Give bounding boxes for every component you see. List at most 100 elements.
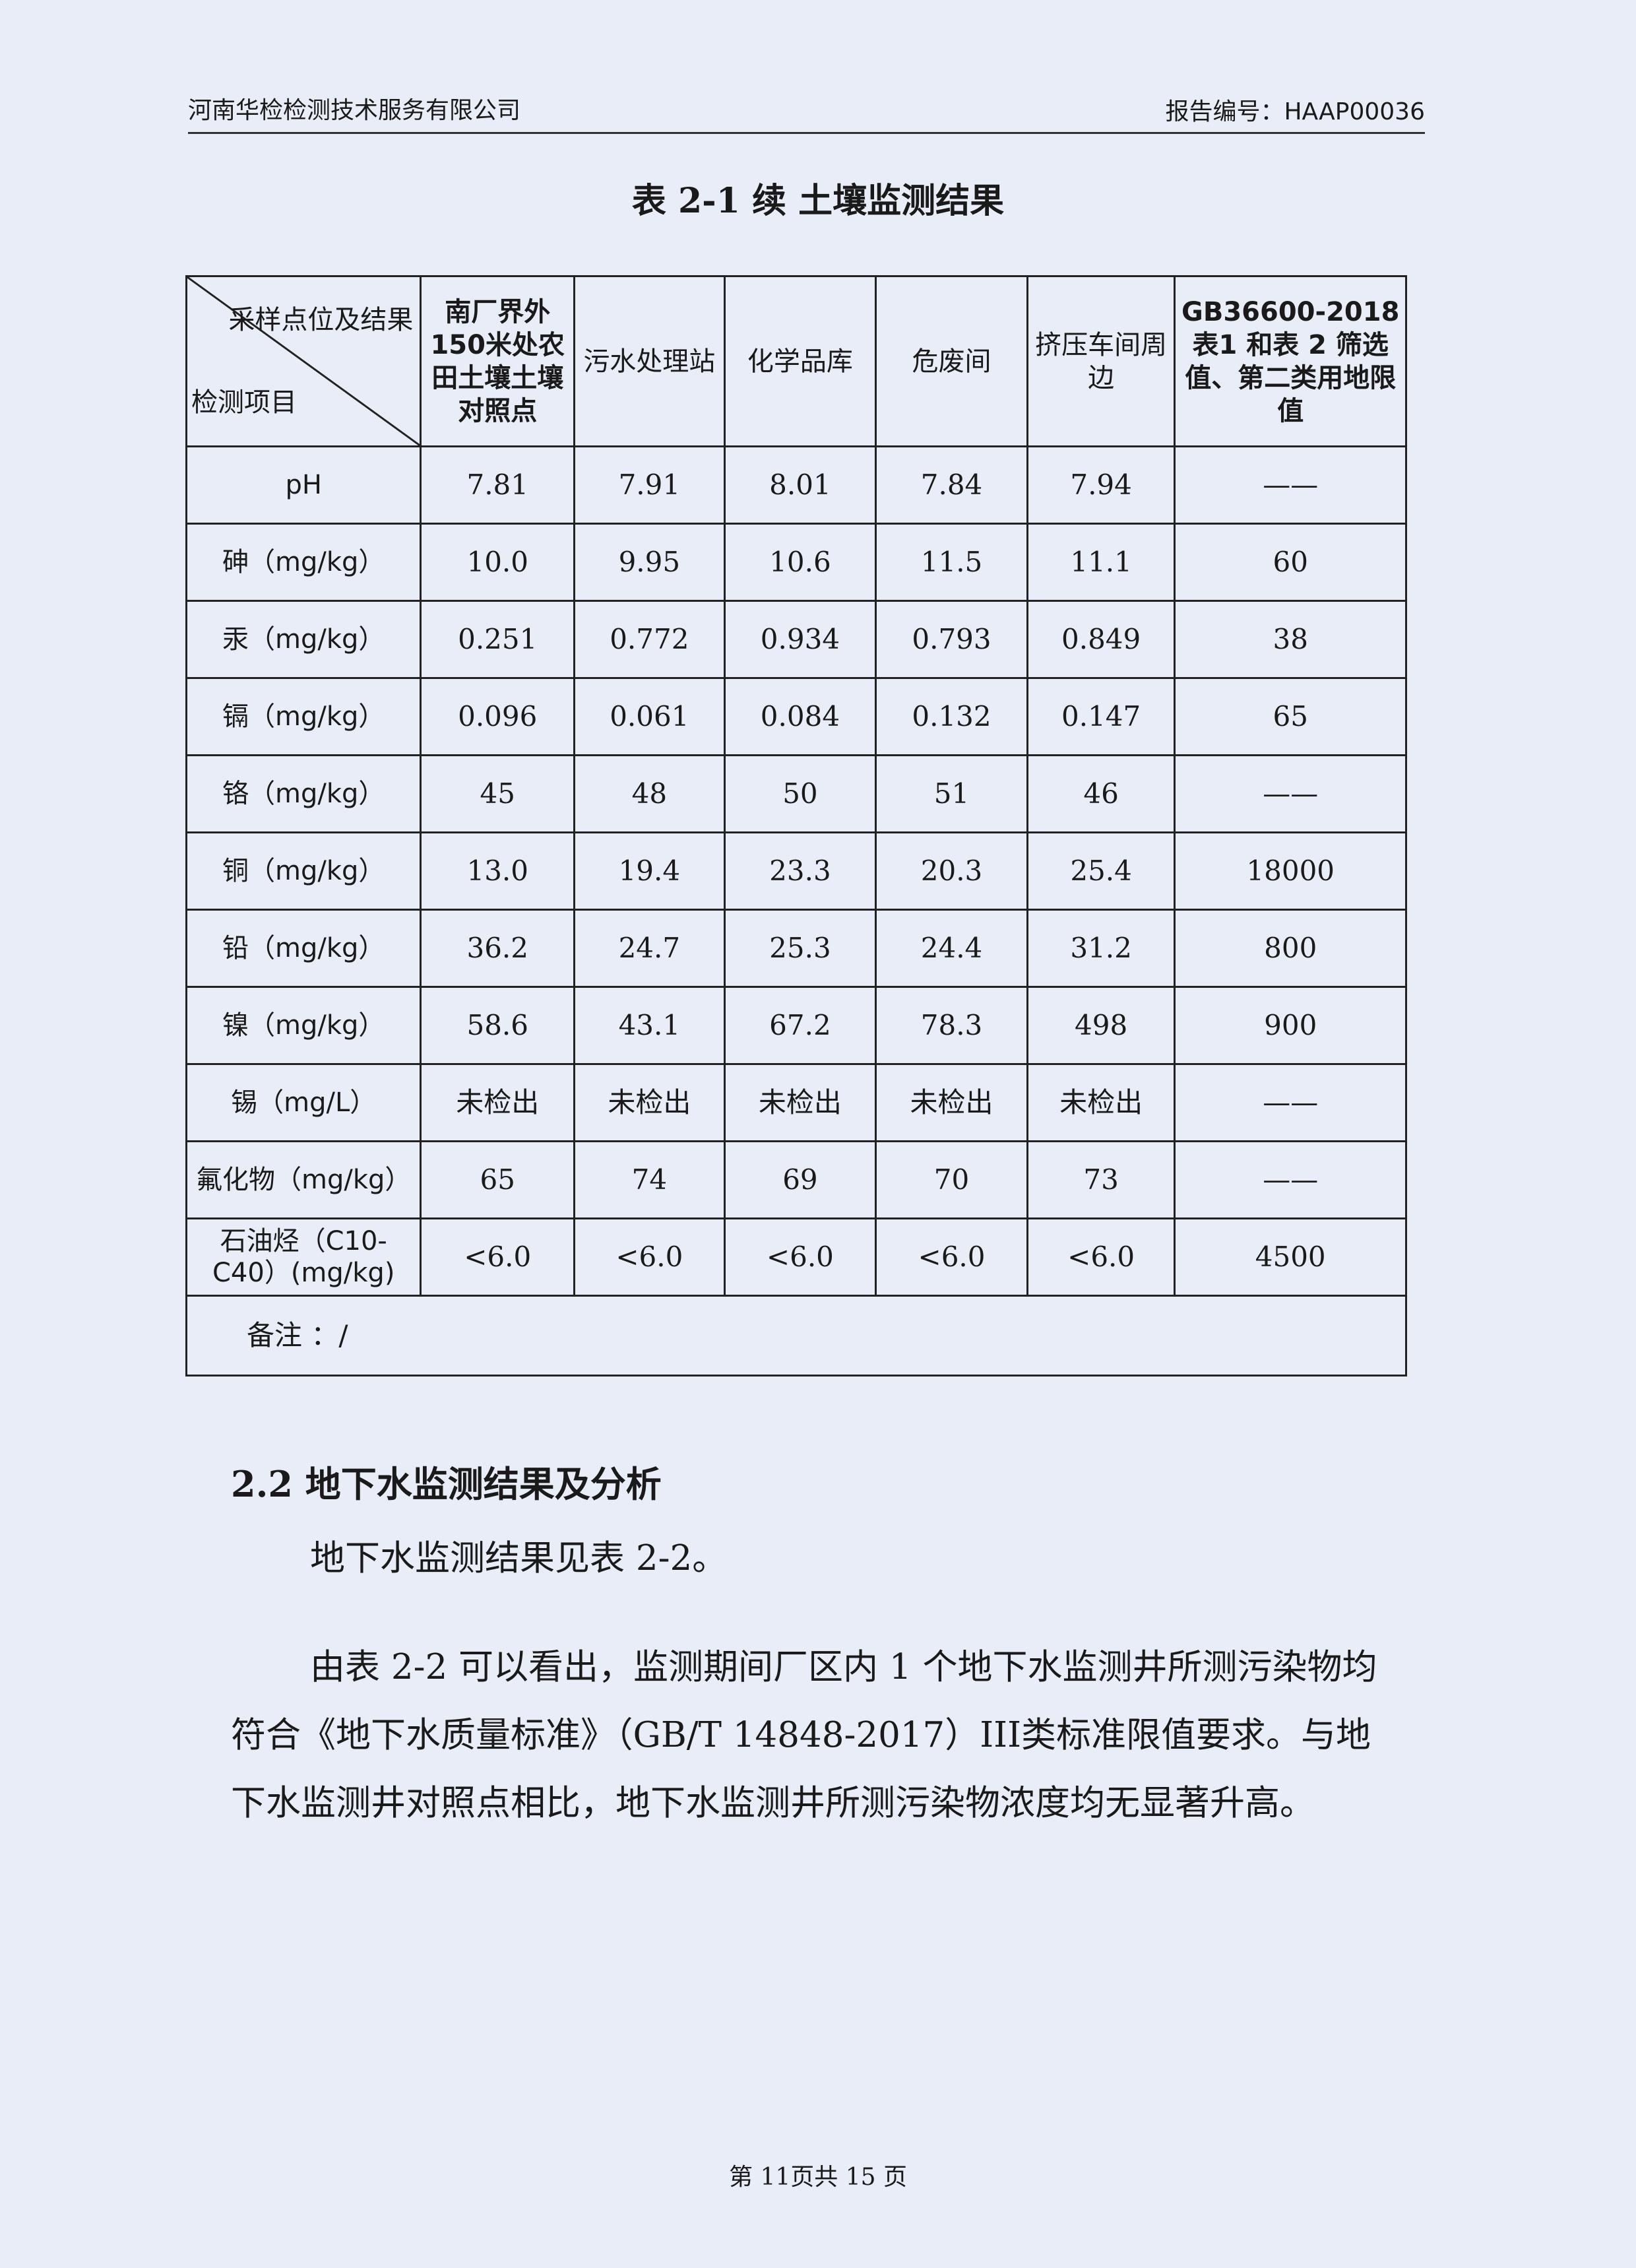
cell-value: 25.3 bbox=[723, 909, 877, 988]
cell-value: 7.94 bbox=[1026, 445, 1176, 525]
corner-bottom-label: 检测项目 bbox=[191, 387, 297, 418]
cell-value: 48 bbox=[573, 754, 726, 833]
cell-value: 25.4 bbox=[1026, 831, 1176, 911]
cell-value: 60 bbox=[1174, 523, 1407, 602]
cell-value: 800 bbox=[1174, 909, 1407, 988]
cell-value: —— bbox=[1174, 445, 1407, 525]
cell-value: 38 bbox=[1174, 600, 1407, 679]
cell-value: 0.934 bbox=[723, 600, 877, 679]
cell-value: <6.0 bbox=[573, 1217, 726, 1297]
column-header: GB36600-2018 表1 和表 2 筛选值、第二类用地限值 bbox=[1174, 275, 1407, 447]
cell-value: 51 bbox=[875, 754, 1028, 833]
cell-value: 19.4 bbox=[573, 831, 726, 911]
item-name: 石油烃（C10-C40）(mg/kg) bbox=[185, 1217, 422, 1297]
table-note: 备注 ：/ bbox=[185, 1295, 1407, 1377]
cell-value: 78.3 bbox=[875, 986, 1028, 1065]
column-header: 南厂界外150米处农田土壤土壤对照点 bbox=[420, 275, 576, 447]
item-name: 铅（mg/kg） bbox=[185, 909, 422, 988]
cell-value: 10.6 bbox=[723, 523, 877, 602]
cell-value: 7.81 bbox=[420, 445, 576, 525]
cell-value: 900 bbox=[1174, 986, 1407, 1065]
cell-value: 43.1 bbox=[573, 986, 726, 1065]
cell-value: —— bbox=[1174, 754, 1407, 833]
cell-value: 0.084 bbox=[723, 677, 877, 756]
cell-value: 未检出 bbox=[723, 1063, 877, 1142]
cell-value: <6.0 bbox=[875, 1217, 1028, 1297]
item-name: pH bbox=[185, 445, 422, 525]
cell-value: 7.84 bbox=[875, 445, 1028, 525]
table-row: 砷（mg/kg） 10.0 9.95 10.6 11.5 11.1 60 bbox=[185, 523, 1407, 602]
table-row: 铬（mg/kg） 45 48 50 51 46 —— bbox=[185, 754, 1407, 833]
table-row: 石油烃（C10-C40）(mg/kg) <6.0 <6.0 <6.0 <6.0 <6.0 4… bbox=[185, 1217, 1407, 1297]
cell-value: 13.0 bbox=[420, 831, 576, 911]
cell-value: 0.251 bbox=[420, 600, 576, 679]
table-row: 铜（mg/kg） 13.0 19.4 23.3 20.3 25.4 18000 bbox=[185, 831, 1407, 911]
cell-value: <6.0 bbox=[1026, 1217, 1176, 1297]
table-title: 表 2-1 续 土壤监测结果 bbox=[631, 181, 1005, 221]
item-name: 锡（mg/L） bbox=[185, 1063, 422, 1142]
cell-value: 24.7 bbox=[573, 909, 726, 988]
table-row: pH 7.81 7.91 8.01 7.84 7.94 —— bbox=[185, 445, 1407, 525]
column-header: 化学品库 bbox=[723, 275, 877, 447]
column-header: 挤压车间周边 bbox=[1026, 275, 1176, 447]
item-name: 铬（mg/kg） bbox=[185, 754, 422, 833]
cell-value: 24.4 bbox=[875, 909, 1028, 988]
cell-value: 0.132 bbox=[875, 677, 1028, 756]
table-row: 镍（mg/kg） 58.6 43.1 67.2 78.3 498 900 bbox=[185, 986, 1407, 1065]
cell-value: 11.5 bbox=[875, 523, 1028, 602]
page-number: 第 11页共 15 页 bbox=[729, 2164, 907, 2191]
cell-value: 31.2 bbox=[1026, 909, 1176, 988]
section-heading: 2.2 地下水监测结果及分析 bbox=[231, 1463, 662, 1505]
cell-value: <6.0 bbox=[420, 1217, 576, 1297]
table-row: 锡（mg/L） 未检出 未检出 未检出 未检出 未检出 —— bbox=[185, 1063, 1407, 1142]
cell-value: 498 bbox=[1026, 986, 1176, 1065]
item-name: 铜（mg/kg） bbox=[185, 831, 422, 911]
cell-value: 67.2 bbox=[723, 986, 877, 1065]
item-name: 镍（mg/kg） bbox=[185, 986, 422, 1065]
table-row: 铅（mg/kg） 36.2 24.7 25.3 24.4 31.2 800 bbox=[185, 909, 1407, 988]
cell-value: 74 bbox=[573, 1140, 726, 1219]
item-name: 氟化物（mg/kg） bbox=[185, 1140, 422, 1219]
cell-value: 未检出 bbox=[875, 1063, 1028, 1142]
cell-value: 未检出 bbox=[420, 1063, 576, 1142]
paragraph: 地下水监测结果见表 2-2。 bbox=[310, 1538, 728, 1578]
cell-value: 11.1 bbox=[1026, 523, 1176, 602]
soil-results-table: 采样点位及结果 检测项目 南厂界外150米处农田土壤土壤对照点 污水处理站 化学品库… bbox=[185, 275, 1407, 1377]
cell-value: 0.147 bbox=[1026, 677, 1176, 756]
cell-value: —— bbox=[1174, 1140, 1407, 1219]
cell-value: 4500 bbox=[1174, 1217, 1407, 1297]
cell-value: 58.6 bbox=[420, 986, 576, 1065]
cell-value: 65 bbox=[1174, 677, 1407, 756]
cell-value: 18000 bbox=[1174, 831, 1407, 911]
cell-value: 50 bbox=[723, 754, 877, 833]
cell-value: 45 bbox=[420, 754, 576, 833]
company-name: 河南华检检测技术服务有限公司 bbox=[188, 97, 521, 124]
cell-value: —— bbox=[1174, 1063, 1407, 1142]
item-name: 汞（mg/kg） bbox=[185, 600, 422, 679]
item-name: 镉（mg/kg） bbox=[185, 677, 422, 756]
column-header: 危废间 bbox=[875, 275, 1028, 447]
table-row: 镉（mg/kg） 0.096 0.061 0.084 0.132 0.147 65 bbox=[185, 677, 1407, 756]
corner-top-label: 采样点位及结果 bbox=[228, 305, 414, 335]
cell-value: 0.061 bbox=[573, 677, 726, 756]
cell-value: 36.2 bbox=[420, 909, 576, 988]
cell-value: 73 bbox=[1026, 1140, 1176, 1219]
table-row: 氟化物（mg/kg） 65 74 69 70 73 —— bbox=[185, 1140, 1407, 1219]
cell-value: 8.01 bbox=[723, 445, 877, 525]
cell-value: 未检出 bbox=[573, 1063, 726, 1142]
cell-value: 0.849 bbox=[1026, 600, 1176, 679]
cell-value: 0.096 bbox=[420, 677, 576, 756]
cell-value: 0.793 bbox=[875, 600, 1028, 679]
cell-value: 23.3 bbox=[723, 831, 877, 911]
paragraph: 由表 2-2 可以看出，监测期间厂区内 1 个地下水监测井所测污染物均符合《地下… bbox=[231, 1647, 1377, 1823]
report-number: 报告编号：HAAP00036 bbox=[1165, 98, 1425, 125]
cell-value: 46 bbox=[1026, 754, 1176, 833]
corner-header: 采样点位及结果 检测项目 bbox=[185, 275, 422, 447]
cell-value: 10.0 bbox=[420, 523, 576, 602]
page-header: 河南华检检测技术服务有限公司 报告编号：HAAP00036 bbox=[188, 86, 1425, 134]
cell-value: 69 bbox=[723, 1140, 877, 1219]
cell-value: <6.0 bbox=[723, 1217, 877, 1297]
cell-value: 20.3 bbox=[875, 831, 1028, 911]
cell-value: 70 bbox=[875, 1140, 1028, 1219]
cell-value: 未检出 bbox=[1026, 1063, 1176, 1142]
